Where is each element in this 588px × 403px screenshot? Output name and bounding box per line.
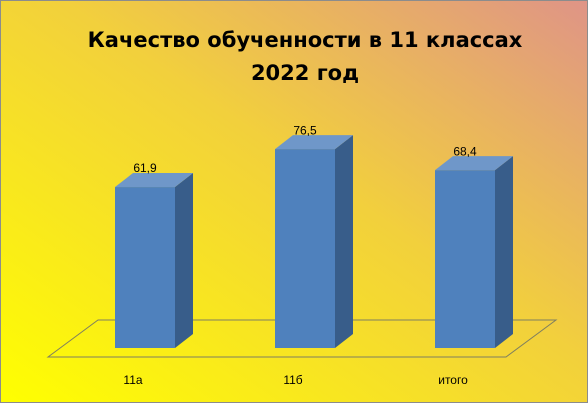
floor	[46, 319, 558, 358]
bar	[115, 187, 175, 348]
bar-side	[495, 156, 513, 348]
bar-side	[175, 173, 193, 348]
data-label: 76,5	[293, 123, 317, 137]
chart-title: Качество обученности в 11 классах 2022 г…	[87, 28, 523, 85]
bar	[275, 149, 335, 348]
bar	[435, 170, 495, 348]
bar-top	[115, 173, 193, 188]
x-tick-label: итого	[438, 373, 468, 387]
data-label: 61,9	[133, 161, 157, 175]
x-tick-label: 11а	[123, 373, 142, 387]
bar-side	[335, 135, 353, 348]
x-tick-label: 11б	[283, 373, 302, 387]
data-label: 68,4	[453, 144, 477, 158]
bar-top	[275, 135, 353, 150]
bar-top	[435, 156, 513, 171]
